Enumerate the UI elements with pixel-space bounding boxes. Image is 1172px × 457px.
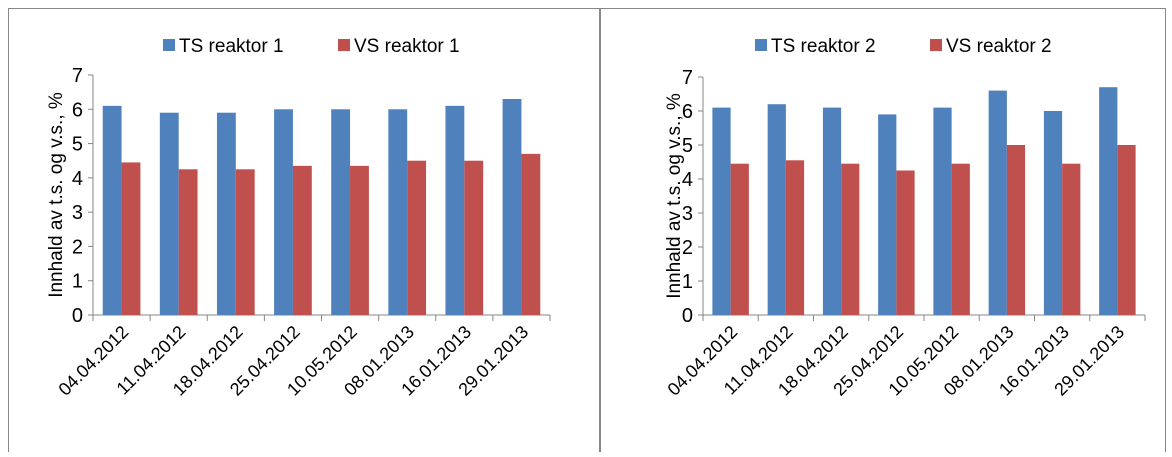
bar [178, 169, 198, 315]
bar [896, 170, 915, 315]
chart: Innhald av t.s. og v.s., %0123456704.04.… [46, 36, 551, 400]
y-tick-label: 3 [682, 203, 693, 225]
bar [121, 162, 141, 315]
y-tick-label: 0 [682, 305, 693, 327]
y-axis-label: Innhald av t.s. og v.s., % [664, 93, 685, 299]
y-tick-label: 0 [72, 305, 83, 327]
legend-label: TS reaktor 2 [771, 36, 876, 57]
bar [350, 165, 369, 315]
bar [1006, 145, 1026, 315]
legend-swatch [338, 39, 350, 51]
y-tick-label: 6 [682, 101, 693, 123]
bar [767, 104, 786, 315]
bar [878, 114, 897, 316]
legend-swatch [930, 39, 942, 51]
legend-label: TS reaktor 1 [179, 36, 284, 57]
y-tick-label: 7 [682, 67, 693, 89]
bar [951, 163, 970, 315]
bar [1099, 87, 1118, 315]
y-tick-label: 4 [72, 168, 83, 190]
bar [407, 160, 427, 315]
bar [1117, 145, 1136, 315]
y-tick-label: 6 [72, 99, 83, 121]
y-tick-label: 2 [682, 237, 693, 259]
y-axis-label: Innhald av t.s. og v.s., % [46, 92, 67, 298]
y-tick-label: 1 [682, 271, 693, 293]
bar [822, 107, 842, 315]
bar [216, 112, 236, 315]
bar [464, 160, 484, 315]
legend-swatch [755, 39, 767, 51]
panel-border [8, 8, 600, 457]
y-tick-label: 2 [72, 236, 83, 258]
bar [785, 160, 805, 315]
bar [730, 163, 749, 315]
bar [388, 109, 408, 316]
bar [1062, 163, 1081, 315]
y-tick-label: 7 [72, 65, 83, 87]
bar [445, 105, 465, 315]
bar [274, 109, 293, 316]
y-tick-label: 4 [682, 169, 693, 191]
y-tick-label: 5 [682, 135, 693, 157]
bar [235, 169, 255, 315]
bar [159, 112, 179, 315]
chart: Innhald av t.s. og v.s., %0123456704.04.… [664, 36, 1146, 400]
legend-label: VS reaktor 2 [946, 36, 1052, 57]
bar [988, 90, 1007, 315]
bar [102, 105, 122, 315]
bar [1043, 111, 1063, 315]
bar [712, 107, 731, 315]
bar [292, 165, 312, 315]
bar [521, 153, 541, 315]
panel-border [600, 8, 1166, 457]
bar [331, 109, 351, 316]
legend-swatch [163, 39, 175, 51]
bar [933, 107, 952, 315]
bar [502, 99, 522, 315]
y-tick-label: 1 [72, 271, 83, 293]
legend-label: VS reaktor 1 [354, 36, 460, 57]
bar [841, 163, 860, 315]
y-tick-label: 3 [72, 202, 83, 224]
y-tick-label: 5 [72, 134, 83, 156]
